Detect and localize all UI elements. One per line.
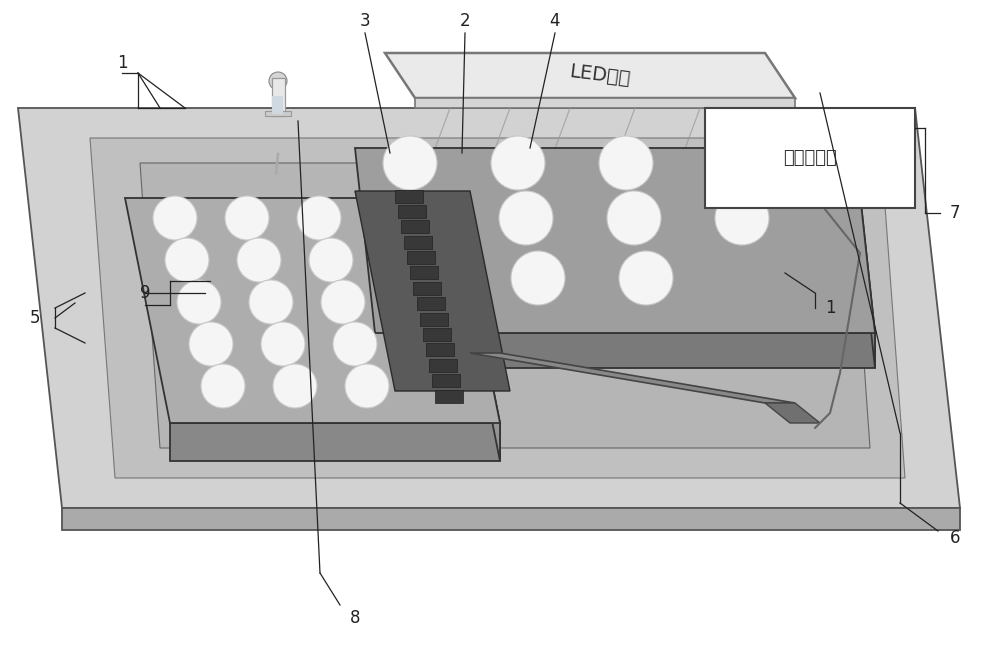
Polygon shape xyxy=(855,148,875,368)
Circle shape xyxy=(153,196,197,240)
Polygon shape xyxy=(90,138,905,478)
Circle shape xyxy=(225,196,269,240)
Circle shape xyxy=(269,72,287,90)
Bar xyxy=(401,220,429,233)
Bar xyxy=(705,108,915,208)
Circle shape xyxy=(511,251,565,305)
Text: 4: 4 xyxy=(550,12,560,30)
Circle shape xyxy=(715,191,769,245)
Circle shape xyxy=(249,280,293,324)
Polygon shape xyxy=(375,333,875,368)
Circle shape xyxy=(707,136,761,190)
Circle shape xyxy=(261,322,305,366)
Circle shape xyxy=(273,364,317,408)
Circle shape xyxy=(491,136,545,190)
Circle shape xyxy=(499,191,553,245)
Bar xyxy=(272,96,284,114)
Polygon shape xyxy=(470,353,795,403)
Text: 1: 1 xyxy=(825,299,835,317)
Polygon shape xyxy=(355,148,875,333)
Bar xyxy=(429,359,457,372)
Text: 5: 5 xyxy=(30,309,40,327)
Polygon shape xyxy=(170,423,500,461)
Polygon shape xyxy=(765,403,820,423)
Polygon shape xyxy=(415,98,795,108)
Bar xyxy=(398,205,426,218)
Text: 7: 7 xyxy=(950,204,960,222)
Bar xyxy=(420,312,448,326)
Text: 3: 3 xyxy=(360,12,370,30)
Bar xyxy=(272,78,285,116)
Circle shape xyxy=(297,196,341,240)
Circle shape xyxy=(391,191,445,245)
Circle shape xyxy=(403,251,457,305)
Circle shape xyxy=(177,280,221,324)
Text: 荊光检测器: 荊光检测器 xyxy=(783,149,837,167)
Bar xyxy=(423,328,451,341)
Bar xyxy=(265,111,291,116)
Circle shape xyxy=(333,322,377,366)
Circle shape xyxy=(309,238,353,282)
Circle shape xyxy=(321,280,365,324)
Text: 9: 9 xyxy=(140,284,150,302)
Circle shape xyxy=(619,251,673,305)
Bar xyxy=(413,282,441,295)
Polygon shape xyxy=(455,198,500,461)
Circle shape xyxy=(201,364,245,408)
Polygon shape xyxy=(18,108,960,508)
Circle shape xyxy=(383,136,437,190)
Circle shape xyxy=(165,238,209,282)
Polygon shape xyxy=(385,53,795,98)
Circle shape xyxy=(599,136,653,190)
Bar xyxy=(417,297,445,310)
Text: 6: 6 xyxy=(950,529,960,547)
Circle shape xyxy=(607,191,661,245)
Text: 2: 2 xyxy=(460,12,470,30)
Circle shape xyxy=(345,364,389,408)
Bar xyxy=(404,235,432,249)
Polygon shape xyxy=(140,163,870,448)
Polygon shape xyxy=(125,198,500,423)
Text: LED光源: LED光源 xyxy=(568,62,632,89)
Circle shape xyxy=(237,238,281,282)
Text: 8: 8 xyxy=(350,609,360,627)
Bar xyxy=(426,343,454,356)
Text: 1: 1 xyxy=(117,54,127,72)
Bar xyxy=(395,190,423,202)
Polygon shape xyxy=(62,508,960,530)
Bar xyxy=(410,267,438,279)
Bar xyxy=(407,251,435,264)
Bar xyxy=(432,374,460,387)
Bar xyxy=(435,389,463,402)
Circle shape xyxy=(189,322,233,366)
Polygon shape xyxy=(355,191,510,391)
